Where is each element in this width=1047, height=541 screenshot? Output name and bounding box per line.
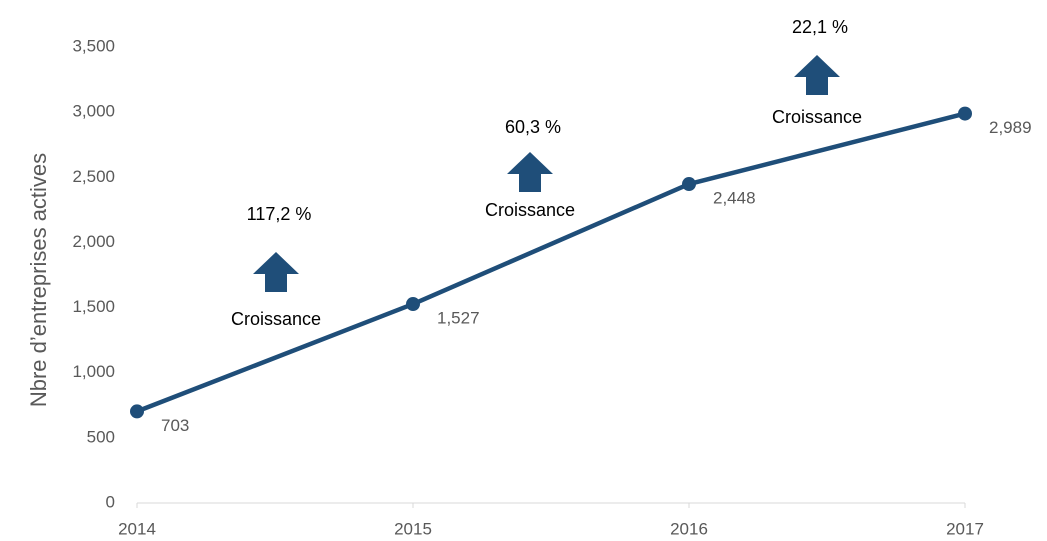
data-label: 1,527 <box>437 309 480 328</box>
y-tick-label: 0 <box>106 492 115 511</box>
growth-percent: 117,2 % <box>247 204 312 224</box>
x-tick-label: 2017 <box>946 519 984 538</box>
y-tick-label: 1,500 <box>72 297 115 316</box>
x-tick-label: 2014 <box>118 519 156 538</box>
y-tick-label: 2,500 <box>72 167 115 186</box>
point <box>130 404 144 419</box>
growth-label: Croissance <box>231 309 321 329</box>
growth-arrow <box>253 252 299 292</box>
y-tick-label: 2,000 <box>72 232 115 251</box>
growth-arrow <box>794 55 840 95</box>
growth-arrow <box>507 152 553 192</box>
x-tick-label: 2015 <box>394 519 432 538</box>
growth-label: Croissance <box>772 107 862 127</box>
x-tick-label: 2016 <box>670 519 708 538</box>
growth-label: Croissance <box>485 200 575 220</box>
data-label: 703 <box>161 416 189 435</box>
y-tick-label: 1,000 <box>72 362 115 381</box>
y-tick-label: 3,500 <box>72 36 115 55</box>
y-tick-label: 500 <box>87 427 115 446</box>
point <box>682 177 696 192</box>
growth-percent: 22,1 % <box>792 17 848 37</box>
data-label: 2,989 <box>989 118 1032 137</box>
line <box>136 111 966 414</box>
y-tick-label: 3,000 <box>72 102 115 121</box>
data-label: 2,448 <box>713 189 756 208</box>
point <box>958 106 972 121</box>
point <box>406 297 420 312</box>
y-axis-title: Nbre d’entreprises actives <box>26 153 51 407</box>
growth-percent: 60,3 % <box>505 117 561 137</box>
